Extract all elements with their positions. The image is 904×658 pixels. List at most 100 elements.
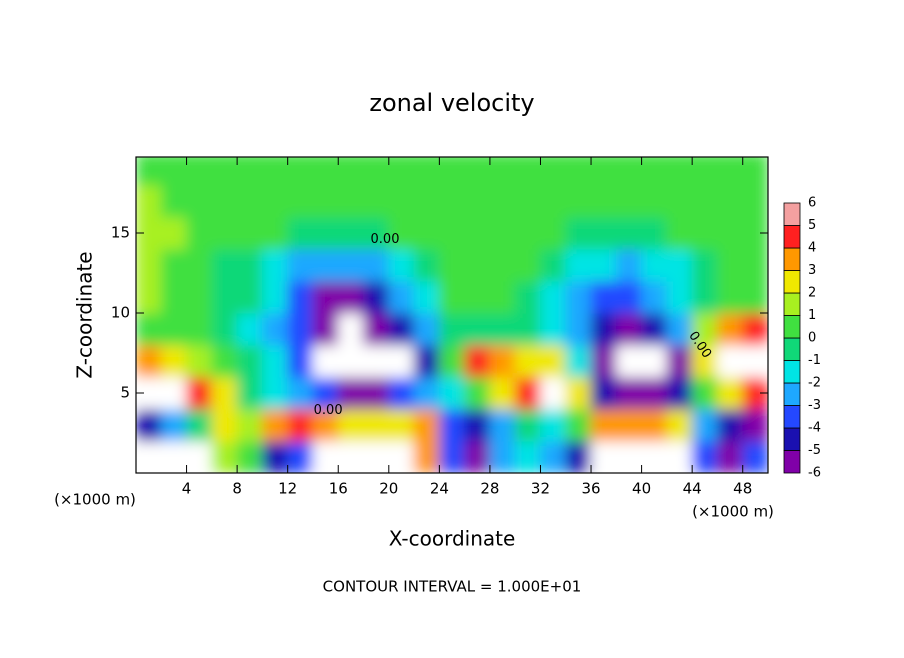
field-cell <box>514 408 541 442</box>
field-cell <box>615 184 643 218</box>
field-cell <box>413 344 440 378</box>
field-cell <box>641 408 668 442</box>
field-cell <box>489 157 516 186</box>
colorbar-box <box>783 360 801 384</box>
field-cell <box>363 157 390 186</box>
field-cell <box>539 157 567 186</box>
field-cell <box>716 157 744 186</box>
field-cell <box>236 376 263 410</box>
field-cell <box>337 280 365 314</box>
field-cell <box>514 216 541 250</box>
field-cell <box>565 248 592 282</box>
y-tick-label: 5 <box>120 384 130 402</box>
field-cell <box>388 344 415 378</box>
field-cell <box>489 440 516 473</box>
field-cell <box>514 440 541 473</box>
field-cell <box>337 157 365 186</box>
field <box>136 157 768 473</box>
field-cell <box>136 280 162 314</box>
field-cell <box>691 248 718 282</box>
field-cell <box>363 312 390 346</box>
field-cell <box>590 248 617 282</box>
field-cell <box>287 280 314 314</box>
field-cell <box>312 216 339 250</box>
field-cell <box>641 280 668 314</box>
field-cell <box>160 440 188 473</box>
field-cell <box>160 248 188 282</box>
field-cell <box>186 248 213 282</box>
field-cell <box>590 184 617 218</box>
field-cell <box>186 216 213 250</box>
field-cell <box>363 280 390 314</box>
field-cell <box>312 157 339 186</box>
field-cell <box>464 280 491 314</box>
field-cell <box>539 440 567 473</box>
field-cell <box>363 408 390 442</box>
field-cell <box>438 184 466 218</box>
field-cell <box>641 248 668 282</box>
field-cell <box>691 440 718 473</box>
field-cell <box>211 184 238 218</box>
field-cell <box>287 440 314 473</box>
field-cell <box>236 157 263 186</box>
field-cell <box>742 312 768 346</box>
field-cell <box>489 312 516 346</box>
field-cell <box>211 408 238 442</box>
colorbar-label: 0 <box>808 331 816 346</box>
field-cell <box>742 280 768 314</box>
field-cell <box>539 312 567 346</box>
contour-label: 0.00 <box>371 232 400 247</box>
field-cell <box>136 408 162 442</box>
field-cell <box>716 184 744 218</box>
field-cell <box>742 157 768 186</box>
y-unit-label: (×1000 m) <box>54 491 136 509</box>
x-tick-label: 8 <box>232 480 242 498</box>
field-cell <box>211 216 238 250</box>
field-cell <box>388 216 415 250</box>
field-cell <box>590 216 617 250</box>
field-cell <box>565 157 592 186</box>
field-cell <box>565 408 592 442</box>
field-cell <box>287 312 314 346</box>
field-cell <box>287 157 314 186</box>
field-cell <box>363 216 390 250</box>
field-cell <box>136 312 162 346</box>
field-cell <box>337 376 365 410</box>
field-cell <box>261 184 289 218</box>
field-cell <box>716 248 744 282</box>
field-cell <box>186 312 213 346</box>
colorbar-box <box>783 450 801 474</box>
field-cell <box>615 408 643 442</box>
colorbar-box <box>783 427 801 451</box>
field-cell <box>337 408 365 442</box>
field-cell <box>565 344 592 378</box>
field-cell <box>287 344 314 378</box>
field-cell <box>615 344 643 378</box>
field-cell <box>363 440 390 473</box>
colorbar-box <box>783 247 801 271</box>
field-cell <box>716 376 744 410</box>
field-cell <box>136 344 162 378</box>
field-cell <box>716 216 744 250</box>
field-cell <box>464 408 491 442</box>
field-cell <box>160 312 188 346</box>
field-cell <box>742 344 768 378</box>
field-cell <box>236 280 263 314</box>
x-unit-label: (×1000 m) <box>692 503 774 521</box>
field-cell <box>413 248 440 282</box>
field-cell <box>261 157 289 186</box>
field-cell <box>565 184 592 218</box>
field-cell <box>160 216 188 250</box>
x-tick-label: 12 <box>278 480 297 498</box>
field-cell <box>261 376 289 410</box>
field-cell <box>691 376 718 410</box>
field-cell <box>666 216 693 250</box>
colorbar-box <box>783 315 801 339</box>
field-cell <box>666 440 693 473</box>
field-cell <box>413 216 440 250</box>
colorbar-label: -1 <box>808 353 821 368</box>
field-cell <box>438 440 466 473</box>
field-cell <box>641 216 668 250</box>
field-cell <box>388 408 415 442</box>
field-cell <box>337 312 365 346</box>
